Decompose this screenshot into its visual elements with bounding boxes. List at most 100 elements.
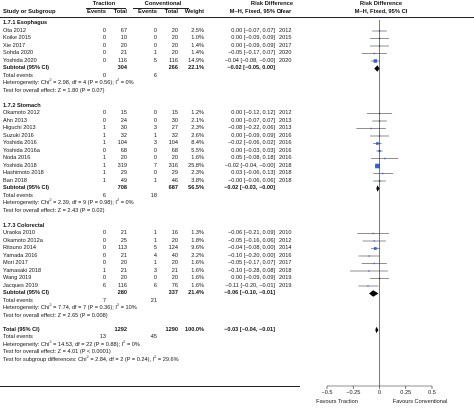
header-weight: Weight xyxy=(184,9,204,15)
header-rd-right-title: Risk Difference xyxy=(359,1,403,7)
year: 2012 xyxy=(279,237,292,244)
study-name: Uraoka 2010 xyxy=(3,230,36,236)
x-tick-label: −0.5 xyxy=(321,390,333,396)
traction-events: 1 xyxy=(102,177,106,184)
x-tick-label: −0.25 xyxy=(346,390,361,396)
risk-difference-ci: −0.10 [−0.28, 0.08] xyxy=(228,267,275,274)
header-underline-conventional xyxy=(133,8,189,9)
header-underline-full xyxy=(0,17,474,18)
overall-conventional-total: 1290 xyxy=(165,326,178,333)
risk-difference-ci: −0.02 [−0.04, −0.00] xyxy=(224,162,275,169)
traction-total: 104 xyxy=(117,140,127,146)
weight: 1.6% xyxy=(191,155,204,161)
conventional-events: 1 xyxy=(153,132,157,139)
conventional-events: 0 xyxy=(153,155,157,161)
overall-heterogeneity-rest: = 14.53, df = 22 (P = 0.88); I xyxy=(51,341,124,348)
conventional-total: 20 xyxy=(171,237,178,244)
year: 2017 xyxy=(279,42,292,49)
risk-difference-ci: 0.00 [−0.07, 0.07] xyxy=(231,117,275,124)
total-events-traction: 0 xyxy=(102,72,106,79)
traction-events: 0 xyxy=(102,237,106,244)
risk-difference-ci: 0.00 [−0.09, 0.09] xyxy=(231,275,275,281)
overall-effect-test: Test for overall effect: Z = 2.65 (P = 0… xyxy=(3,312,108,319)
conventional-events: 1 xyxy=(153,230,157,236)
overall-diamond xyxy=(375,326,379,334)
study-marker xyxy=(381,172,384,175)
traction-events: 0 xyxy=(102,147,106,154)
traction-events: 0 xyxy=(102,57,106,64)
study-name: Okamoto 2012 xyxy=(3,110,40,116)
subgroup-differences-test-sup: 2 xyxy=(86,353,89,359)
conventional-total: 16 xyxy=(171,230,178,236)
study-marker xyxy=(370,127,372,130)
year: 2016 xyxy=(279,147,292,154)
weight: 9.6% xyxy=(191,245,204,251)
weight: 1.4% xyxy=(191,50,204,56)
year: 2016 xyxy=(279,155,292,161)
risk-difference-ci: 0.05 [−0.08, 0.18] xyxy=(231,155,275,161)
table-bottom-rule xyxy=(0,386,300,387)
study-name: Noda 2016 xyxy=(3,155,31,161)
study-name: Jacques 2019 xyxy=(3,282,38,289)
weight: 1.2% xyxy=(191,110,204,116)
overall-effect-test: Test for overall effect: Z = 1.80 (P = 0… xyxy=(3,87,105,94)
study-name: Koike 2015 xyxy=(3,35,31,41)
heterogeneity-sup2: 2 xyxy=(116,302,120,308)
risk-difference-ci: −0.06 [−0.21, 0.09] xyxy=(228,230,275,236)
header-underline-traction xyxy=(86,8,126,9)
conventional-events: 0 xyxy=(153,110,157,116)
subgroup-differences-test-rest2: = 29.6% xyxy=(156,356,179,363)
traction-total: 30 xyxy=(120,125,127,131)
traction-events: 0 xyxy=(102,110,106,116)
overall-total-label: Total (95% CI) xyxy=(3,326,40,333)
risk-difference-ci: 0.00 [−0.03, 0.03] xyxy=(231,147,275,154)
subtotal-ci: −0.02 [−0.03, −0.00] xyxy=(224,185,275,191)
header-conventional: Conventional xyxy=(144,1,182,7)
group-title: 1.7.3 Colorectal xyxy=(3,222,45,229)
weight: 1.0% xyxy=(191,35,204,41)
traction-total: 21 xyxy=(120,252,127,259)
traction-total: 15 xyxy=(120,110,127,116)
traction-events: 1 xyxy=(102,170,106,176)
risk-difference-ci: 0.00 [−0.09, 0.09] xyxy=(231,35,275,41)
study-marker xyxy=(367,285,369,287)
conventional-events: 4 xyxy=(153,252,157,259)
subtotal-ci: −0.06 [−0.10, −0.01] xyxy=(224,290,275,296)
risk-difference-ci: −0.05 [−0.17, 0.07] xyxy=(228,50,275,56)
traction-total: 21 xyxy=(120,267,127,274)
traction-total: 116 xyxy=(118,282,127,289)
conventional-events: 0 xyxy=(153,170,157,176)
study-name: Yoshida 2016a xyxy=(3,147,40,154)
header-rd-right-method: M–H, Fixed, 95% CI xyxy=(354,9,408,15)
group-title: 1.7.1 Esophagus xyxy=(3,20,48,26)
study-marker xyxy=(368,255,370,257)
weight: 1.6% xyxy=(191,260,204,266)
risk-difference-ci: −0.05 [−0.17, 0.07] xyxy=(228,260,275,266)
study-name: Sohda 2020 xyxy=(3,50,34,56)
study-marker xyxy=(373,262,375,265)
study-name: Higuchi 2013 xyxy=(3,125,36,131)
study-name: Ota 2012 xyxy=(3,27,27,34)
heterogeneity-sup: 2 xyxy=(49,197,52,203)
traction-total: 20 xyxy=(120,155,127,161)
total-events-traction: 7 xyxy=(102,297,106,304)
traction-events: 0 xyxy=(102,245,106,251)
risk-difference-ci: −0.00 [−0.06, 0.06] xyxy=(228,177,275,184)
study-name: Yamada 2016 xyxy=(3,252,38,259)
risk-difference-ci: 0.00 [−0.09, 0.09] xyxy=(231,42,275,49)
weight: 1.3% xyxy=(191,230,204,236)
traction-events: 1 xyxy=(102,140,106,146)
year: 2017 xyxy=(279,260,292,266)
year: 2018 xyxy=(279,162,292,169)
total-events-conventional: 6 xyxy=(153,72,157,79)
overall-heterogeneity: Heterogeneity: Chi2 = 14.53, df = 22 (P … xyxy=(3,339,140,349)
study-name: Hashimoto 2018 xyxy=(3,170,44,176)
total-events-traction: 6 xyxy=(102,192,106,199)
overall-events-label: Total events xyxy=(3,334,33,340)
x-tick-label: 0.5 xyxy=(428,390,436,396)
study-name: Xie 2017 xyxy=(3,42,26,49)
group-title: 1.7.2 Stomach xyxy=(3,102,41,109)
conventional-total: 30 xyxy=(171,117,178,124)
conventional-total: 32 xyxy=(171,132,178,139)
conventional-total: 15 xyxy=(171,110,178,116)
